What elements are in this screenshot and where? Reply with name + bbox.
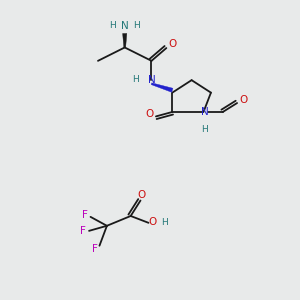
Text: O: O — [149, 217, 157, 227]
Text: F: F — [92, 244, 98, 254]
Polygon shape — [123, 34, 127, 47]
Text: N: N — [148, 75, 155, 85]
Text: H: H — [133, 21, 140, 30]
Text: N: N — [201, 107, 209, 117]
Text: O: O — [146, 109, 154, 119]
Text: O: O — [168, 40, 176, 50]
Text: H: H — [161, 218, 168, 227]
Text: O: O — [239, 95, 247, 105]
Text: H: H — [132, 75, 139, 84]
Text: F: F — [82, 210, 88, 220]
Text: N: N — [121, 21, 129, 31]
Text: H: H — [110, 21, 116, 30]
Text: F: F — [80, 226, 86, 236]
Text: O: O — [138, 190, 146, 200]
Text: H: H — [202, 125, 208, 134]
Polygon shape — [151, 83, 173, 92]
